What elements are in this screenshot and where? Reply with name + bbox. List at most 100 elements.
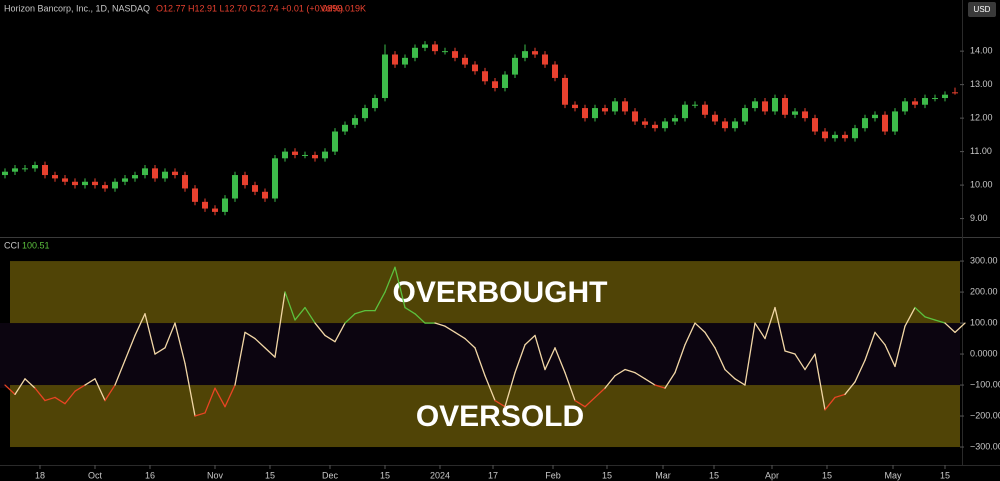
x-tick-label: 16 bbox=[145, 470, 155, 480]
cci-segment bbox=[894, 325, 906, 368]
candle-body bbox=[792, 111, 798, 115]
x-tick-label: Dec bbox=[322, 470, 339, 480]
candle-body bbox=[912, 101, 918, 105]
cci-segment bbox=[74, 384, 86, 392]
cci-segment bbox=[944, 322, 956, 334]
candle-body bbox=[2, 171, 8, 176]
x-tick-label: Apr bbox=[765, 470, 779, 480]
candle-body bbox=[242, 175, 248, 186]
candle-body bbox=[112, 181, 118, 189]
x-tick-label: 15 bbox=[380, 470, 390, 480]
cci-segment bbox=[804, 353, 816, 371]
cci-segment bbox=[914, 306, 926, 318]
candle-body bbox=[122, 178, 128, 182]
cci-segment bbox=[474, 347, 486, 377]
volume: Vol99.019K bbox=[320, 3, 366, 13]
cci-segment bbox=[954, 322, 966, 334]
candle-body bbox=[952, 92, 958, 94]
candle-body bbox=[862, 118, 868, 129]
candle-body bbox=[562, 77, 568, 105]
cci-segment bbox=[654, 384, 666, 389]
y-tick-label: 12.00 bbox=[970, 112, 993, 122]
candle-body bbox=[452, 51, 458, 58]
cci-segment bbox=[794, 353, 806, 371]
candle-body bbox=[412, 47, 418, 58]
candle-body bbox=[322, 151, 328, 159]
cci-segment bbox=[634, 371, 646, 380]
candle-body bbox=[482, 71, 488, 82]
zone bbox=[10, 385, 960, 448]
y-tick-label: 100.00 bbox=[970, 317, 998, 327]
cci-segment bbox=[574, 399, 586, 408]
cci-segment bbox=[34, 387, 46, 402]
candle-body bbox=[262, 191, 268, 199]
candle-body bbox=[732, 121, 738, 129]
candle-body bbox=[922, 98, 928, 105]
cci-segment bbox=[564, 371, 576, 402]
cci-segment bbox=[374, 291, 386, 312]
cci-segment bbox=[524, 334, 536, 346]
candle-body bbox=[472, 64, 478, 72]
y-tick-label: 14.00 bbox=[970, 46, 993, 56]
candle-body bbox=[882, 114, 888, 132]
candle-body bbox=[302, 154, 308, 156]
ohlc-values: O12.77 H12.91 L12.70 C12.74 +0.01 (+0.08… bbox=[156, 3, 343, 13]
candle-body bbox=[662, 121, 668, 129]
cci-segment bbox=[124, 334, 136, 361]
candle-body bbox=[272, 158, 278, 199]
candle-body bbox=[602, 108, 608, 112]
zone-label: OVERSOLD bbox=[416, 400, 584, 433]
cci-segment bbox=[734, 378, 746, 386]
candle-body bbox=[592, 108, 598, 119]
candle-body bbox=[702, 104, 708, 115]
cci-segment bbox=[504, 371, 516, 408]
cci-segment bbox=[544, 347, 556, 371]
x-tick-label: 15 bbox=[602, 470, 612, 480]
candle-body bbox=[292, 151, 298, 155]
x-tick-label: 15 bbox=[822, 470, 832, 480]
cci-segment bbox=[584, 396, 596, 408]
candle-body bbox=[282, 151, 288, 159]
cci-segment bbox=[874, 331, 886, 346]
cci-segment bbox=[274, 291, 286, 358]
cci-segment bbox=[394, 266, 406, 309]
cci-segment bbox=[184, 362, 196, 417]
cci-segment bbox=[144, 313, 156, 355]
cci-segment bbox=[134, 313, 146, 337]
y-tick-label: 10.00 bbox=[970, 179, 993, 189]
candle-body bbox=[162, 171, 168, 179]
cci-segment bbox=[494, 399, 506, 408]
cci-segment bbox=[94, 378, 106, 402]
cci-segment bbox=[754, 322, 766, 340]
indicator-value: 100.51 bbox=[22, 240, 50, 250]
candle-body bbox=[642, 121, 648, 125]
cci-segment bbox=[414, 313, 426, 324]
candle-body bbox=[842, 134, 848, 139]
candle-body bbox=[52, 175, 58, 179]
x-tick-label: 15 bbox=[940, 470, 950, 480]
cci-segment bbox=[814, 353, 826, 411]
candle-body bbox=[382, 54, 388, 99]
cci-segment bbox=[704, 331, 716, 349]
cci-segment bbox=[784, 350, 796, 355]
currency-badge bbox=[968, 2, 996, 17]
candle-body bbox=[892, 111, 898, 132]
candle-body bbox=[12, 168, 18, 172]
candle-body bbox=[212, 208, 218, 212]
candle-body bbox=[82, 181, 88, 186]
cci-segment bbox=[664, 371, 676, 389]
candle-body bbox=[812, 118, 818, 132]
y-tick-label: 300.00 bbox=[970, 255, 998, 265]
cci-segment bbox=[594, 387, 606, 399]
candle-body bbox=[372, 98, 378, 109]
x-tick-label: Oct bbox=[88, 470, 103, 480]
candle-body bbox=[152, 168, 158, 179]
candle-body bbox=[192, 188, 198, 202]
y-tick-label: −100.00 bbox=[970, 379, 1000, 389]
candle-body bbox=[502, 74, 508, 88]
y-tick-label: 9.00 bbox=[970, 213, 988, 223]
candle-body bbox=[612, 101, 618, 112]
candle-body bbox=[692, 104, 698, 106]
candle-body bbox=[782, 98, 788, 115]
